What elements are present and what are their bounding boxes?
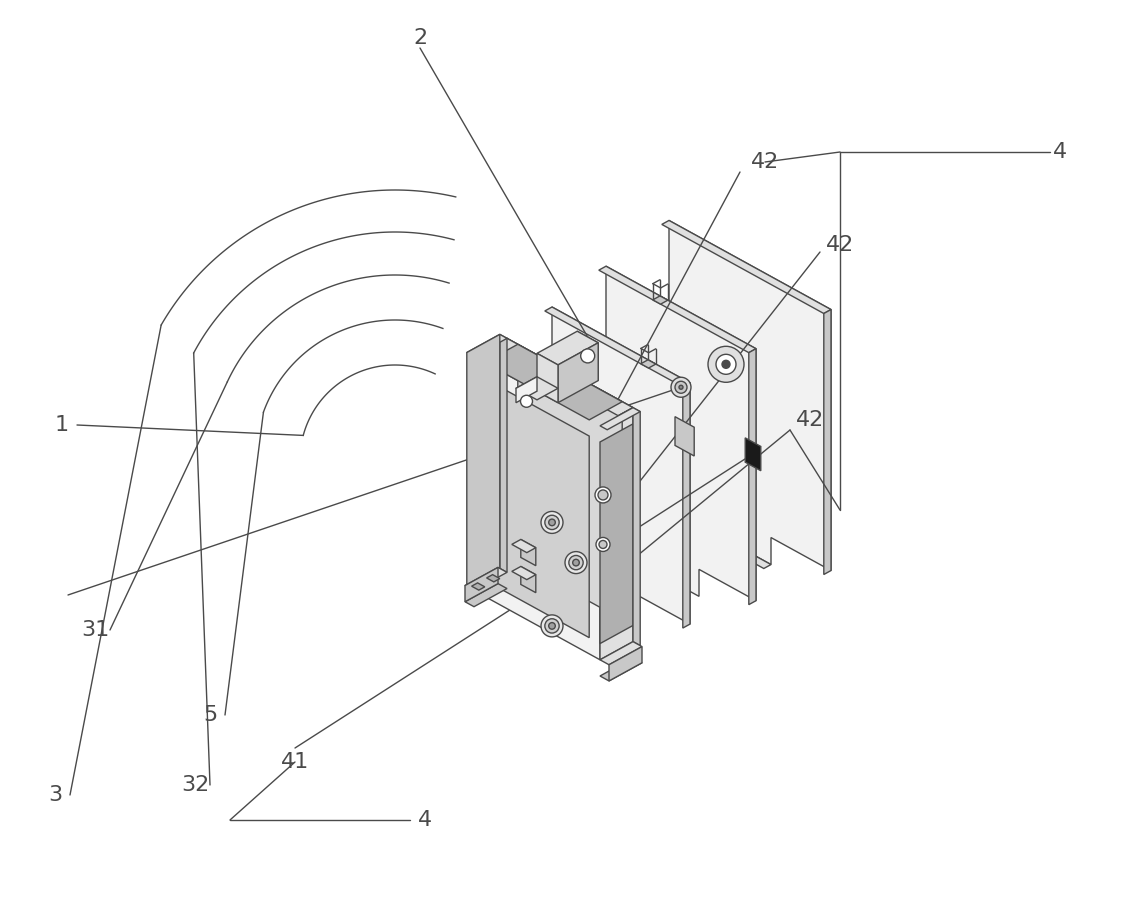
Circle shape <box>572 560 579 566</box>
Polygon shape <box>472 583 484 591</box>
Polygon shape <box>484 344 622 420</box>
Polygon shape <box>600 658 642 681</box>
Polygon shape <box>537 353 558 403</box>
Polygon shape <box>633 408 640 645</box>
Polygon shape <box>537 331 598 365</box>
Polygon shape <box>507 339 633 642</box>
Polygon shape <box>512 566 536 580</box>
Polygon shape <box>616 455 633 487</box>
Polygon shape <box>500 334 507 572</box>
Polygon shape <box>599 267 756 353</box>
Circle shape <box>597 538 610 551</box>
Polygon shape <box>609 647 642 681</box>
Polygon shape <box>487 574 500 581</box>
Polygon shape <box>577 331 598 380</box>
Text: 4: 4 <box>418 810 432 830</box>
Polygon shape <box>669 220 831 571</box>
Polygon shape <box>600 642 642 664</box>
Text: 42: 42 <box>826 235 854 255</box>
Polygon shape <box>676 417 694 456</box>
Polygon shape <box>823 309 831 574</box>
Text: 5: 5 <box>203 705 218 725</box>
Circle shape <box>548 622 555 629</box>
Polygon shape <box>662 220 831 314</box>
Polygon shape <box>512 540 536 552</box>
Circle shape <box>540 511 563 533</box>
Circle shape <box>599 541 607 549</box>
Text: 4: 4 <box>1053 142 1067 162</box>
Text: 3: 3 <box>48 785 62 805</box>
Polygon shape <box>600 408 633 660</box>
Circle shape <box>581 349 594 363</box>
Polygon shape <box>749 349 756 604</box>
Text: 31: 31 <box>81 620 109 640</box>
Polygon shape <box>600 408 640 430</box>
Polygon shape <box>484 379 590 638</box>
Circle shape <box>540 615 563 637</box>
Polygon shape <box>516 377 537 403</box>
Polygon shape <box>552 307 690 624</box>
Text: 32: 32 <box>181 775 210 795</box>
Text: 2: 2 <box>413 28 427 48</box>
Polygon shape <box>521 540 536 566</box>
Polygon shape <box>518 360 622 620</box>
Circle shape <box>716 354 736 374</box>
Polygon shape <box>474 357 600 660</box>
Polygon shape <box>467 334 507 357</box>
Circle shape <box>564 551 587 573</box>
Circle shape <box>545 515 559 530</box>
Circle shape <box>595 487 611 503</box>
Polygon shape <box>641 359 656 368</box>
Polygon shape <box>682 383 690 628</box>
Text: 42: 42 <box>751 152 779 172</box>
Polygon shape <box>467 334 500 587</box>
Polygon shape <box>600 424 633 643</box>
Text: 1: 1 <box>55 415 69 435</box>
Polygon shape <box>706 506 714 537</box>
Circle shape <box>676 381 687 393</box>
Circle shape <box>598 490 608 500</box>
Polygon shape <box>606 267 756 601</box>
Polygon shape <box>545 307 690 387</box>
Circle shape <box>708 347 744 382</box>
Circle shape <box>569 555 583 570</box>
Circle shape <box>548 519 555 526</box>
Polygon shape <box>516 377 558 399</box>
Circle shape <box>671 378 690 398</box>
Circle shape <box>722 360 731 369</box>
Polygon shape <box>465 583 507 607</box>
Polygon shape <box>706 533 771 569</box>
Circle shape <box>521 395 532 408</box>
Polygon shape <box>474 339 633 426</box>
Text: 42: 42 <box>796 410 824 430</box>
Polygon shape <box>465 568 498 602</box>
Polygon shape <box>558 343 598 403</box>
Circle shape <box>679 385 684 389</box>
Circle shape <box>545 619 559 633</box>
Polygon shape <box>745 438 760 470</box>
Text: 41: 41 <box>281 752 309 772</box>
Polygon shape <box>465 568 507 591</box>
Polygon shape <box>521 566 536 592</box>
Polygon shape <box>653 296 668 304</box>
